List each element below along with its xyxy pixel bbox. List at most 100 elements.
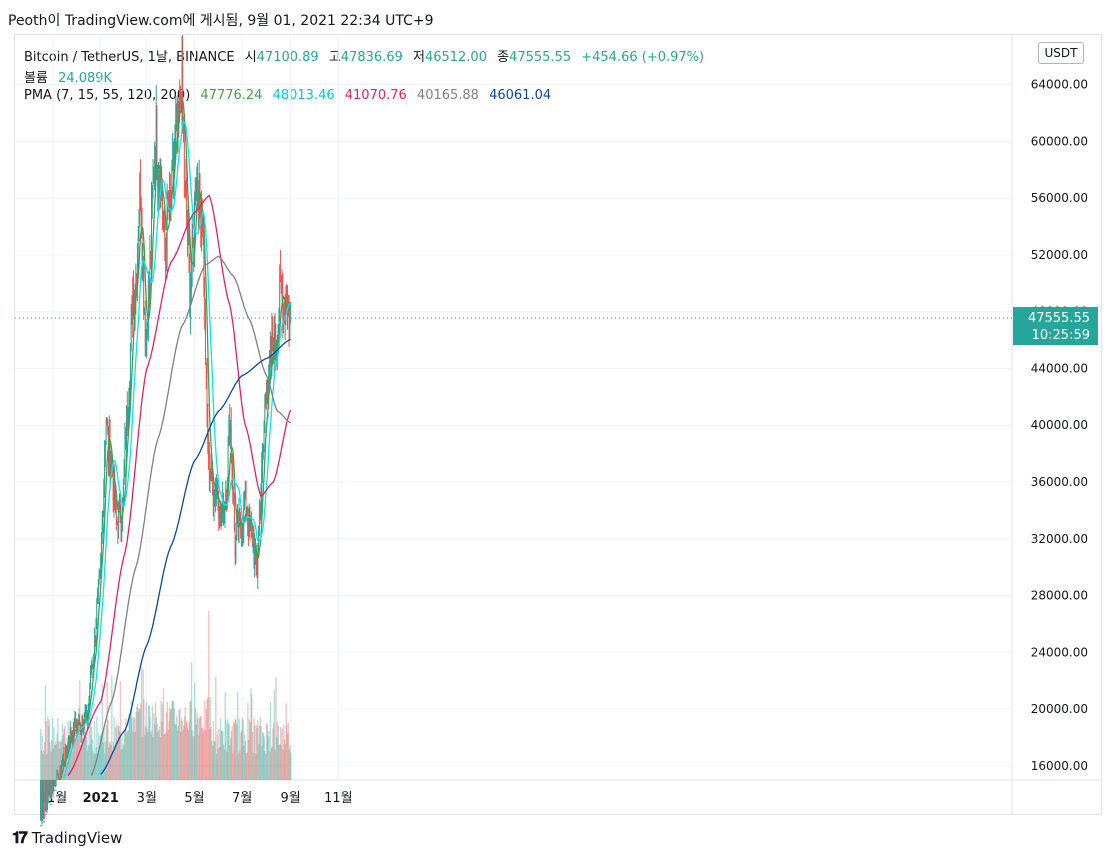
candle-body	[194, 192, 195, 246]
volume-bar	[61, 723, 64, 780]
volume-bar	[120, 749, 122, 780]
volume-bar	[189, 700, 191, 780]
candle	[238, 498, 240, 544]
volume-bar	[169, 710, 172, 780]
candle	[172, 132, 174, 172]
candle	[206, 357, 208, 428]
candle	[68, 736, 70, 747]
candle	[247, 510, 249, 546]
candle	[233, 492, 235, 532]
volume-bar	[170, 709, 172, 780]
x-tick-label: 7월	[232, 791, 252, 806]
candle-body	[131, 295, 133, 315]
volume-bar	[110, 744, 112, 780]
volume-bar	[121, 737, 123, 780]
volume-bar	[280, 745, 283, 780]
candle-body	[109, 434, 111, 475]
volume-bar	[159, 736, 161, 780]
candle	[269, 349, 271, 386]
volume-bars	[39, 610, 292, 780]
candle-body	[51, 803, 52, 805]
candle-body	[268, 364, 270, 390]
y-tick-label: 44000.00	[1031, 361, 1088, 375]
volume-bar	[184, 707, 187, 780]
pma-label[interactable]: PMA (7, 15, 55, 120, 200)	[24, 88, 191, 103]
volume-bar	[84, 731, 86, 780]
candle-body	[157, 176, 159, 187]
volume-bar	[219, 746, 221, 780]
candle	[47, 780, 49, 813]
volume-bar	[132, 731, 134, 780]
candle-body	[266, 398, 268, 402]
volume-bar	[211, 745, 214, 780]
candle	[98, 568, 100, 585]
volume-bar	[288, 749, 290, 780]
candle	[97, 587, 99, 604]
volume-bar	[49, 742, 51, 780]
volume-bar	[166, 701, 169, 780]
candle-body	[141, 231, 143, 271]
candle-body	[180, 90, 181, 100]
volume-bar	[145, 701, 147, 780]
candle-body	[257, 556, 259, 577]
candle	[262, 444, 264, 460]
candle-body	[90, 669, 92, 672]
volume-bar	[64, 725, 66, 780]
candle-body	[255, 551, 256, 554]
candle	[100, 532, 102, 569]
currency-button[interactable]: USDT	[1038, 42, 1084, 64]
candle-body	[133, 290, 134, 318]
volume-bar	[202, 731, 204, 780]
candle-body	[254, 553, 256, 565]
candle	[53, 780, 55, 795]
volume-bar	[89, 744, 91, 780]
candle-body	[74, 719, 76, 736]
candle	[70, 727, 72, 742]
candle	[90, 660, 92, 675]
candle-body	[89, 688, 91, 699]
candle	[169, 173, 171, 213]
volume-bar	[248, 719, 251, 780]
volume-label[interactable]: 볼륨	[24, 71, 48, 86]
volume-bar	[236, 691, 239, 780]
candle	[150, 181, 152, 278]
volume-bar	[148, 706, 151, 780]
candle-body	[181, 66, 183, 109]
candle-body	[193, 237, 195, 246]
volume-bar	[279, 744, 281, 780]
candle-body	[117, 524, 119, 530]
candle	[101, 511, 103, 544]
volume-bar	[254, 725, 256, 780]
candle-body	[44, 813, 46, 815]
candle	[91, 657, 93, 679]
candle-body	[58, 774, 59, 780]
volume-bar	[191, 730, 194, 780]
candle-body	[121, 525, 123, 531]
candle-body	[288, 301, 290, 330]
pma-120-line	[90, 255, 291, 777]
candle	[265, 379, 267, 410]
candle	[39, 780, 41, 827]
candle	[97, 579, 99, 605]
volume-bar	[78, 707, 80, 780]
candle-body	[57, 774, 59, 776]
volume-bar	[68, 745, 71, 780]
volume-bar	[128, 714, 130, 780]
volume-bar	[192, 736, 194, 780]
candle	[241, 523, 243, 548]
y-tick-label: 52000.00	[1031, 248, 1088, 262]
candle	[75, 711, 77, 728]
candle-body	[144, 312, 145, 314]
candle	[49, 780, 51, 804]
x-tick-label: 2021	[83, 791, 119, 806]
candle	[93, 627, 95, 663]
volume-bar	[208, 610, 210, 780]
y-tick-label: 60000.00	[1031, 134, 1088, 148]
candle-body	[175, 119, 177, 130]
candle-body	[58, 778, 60, 780]
volume-bar	[160, 700, 162, 780]
volume-bar	[96, 716, 98, 780]
candle-body	[281, 288, 283, 296]
volume-bar	[239, 751, 241, 780]
